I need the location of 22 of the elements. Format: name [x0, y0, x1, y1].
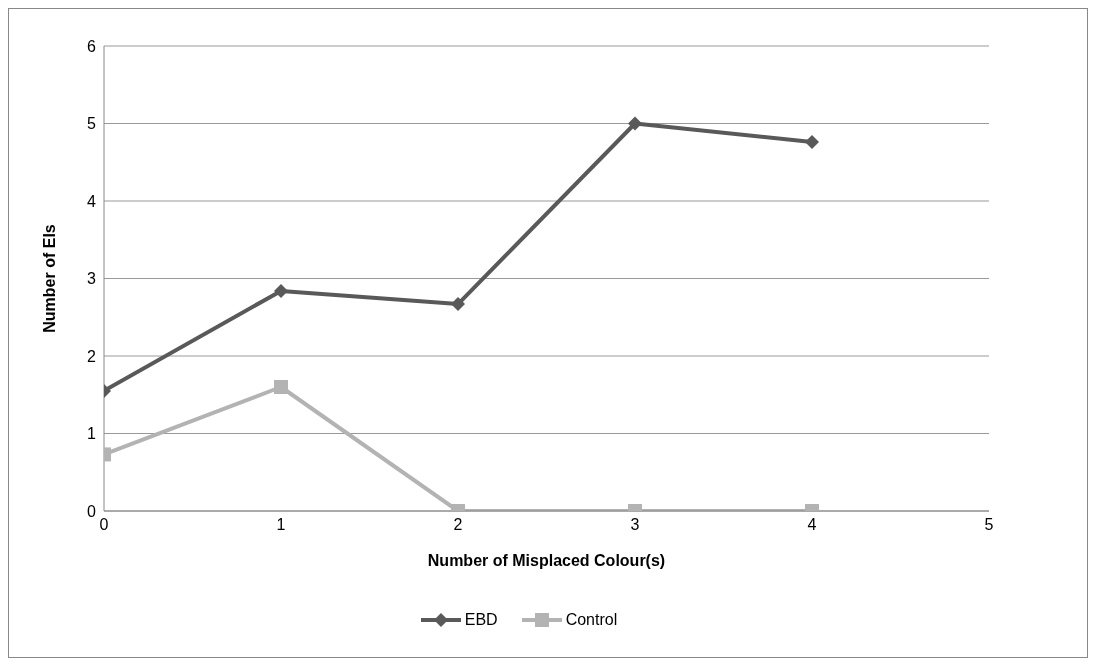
x-tick-label: 5	[984, 516, 994, 534]
y-tick-label: 2	[87, 347, 97, 365]
y-tick-label: 3	[87, 270, 97, 288]
point	[451, 297, 465, 312]
x-tick-label: 0	[99, 516, 109, 534]
point	[274, 283, 288, 298]
y-tick-label: 0	[87, 502, 97, 520]
y-tick-label: 5	[87, 115, 97, 133]
legend-label: EBD	[464, 611, 498, 629]
point	[805, 135, 819, 150]
x-tick-label: 2	[453, 516, 463, 534]
point	[274, 380, 288, 394]
x-tick-label: 4	[807, 516, 817, 534]
point	[628, 116, 642, 131]
x-tick-label: 3	[630, 516, 640, 534]
x-tick-label: 1	[276, 516, 286, 534]
y-tick-label: 6	[87, 37, 97, 55]
y-tick-label: 4	[87, 192, 97, 210]
y-tick-label: 1	[87, 425, 97, 443]
legend-label: Control	[565, 611, 618, 629]
x-axis-title: Number of Misplaced Colour(s)	[427, 552, 666, 569]
y-axis-title: Number of EIs	[40, 224, 58, 333]
